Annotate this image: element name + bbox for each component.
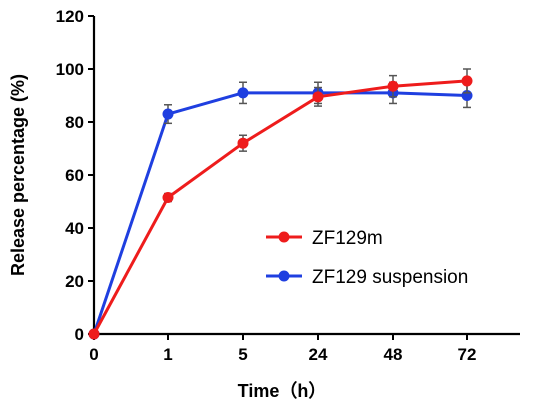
x-axis-ticks: 0 1 5 24 48 72 — [89, 334, 476, 364]
legend: ZF129m ZF129 suspension — [266, 228, 468, 288]
x-tick-label: 48 — [384, 345, 403, 364]
y-tick-label: 80 — [65, 113, 84, 132]
series-line — [92, 79, 468, 335]
y-axis-title: Release percentage (%) — [8, 74, 28, 276]
series-0 — [88, 68, 473, 340]
y-axis-ticks: 0 20 40 60 80 100 120 — [56, 7, 94, 344]
legend-marker — [278, 270, 290, 282]
y-tick-label: 120 — [56, 7, 84, 26]
y-tick-label: 60 — [65, 166, 84, 185]
data-point — [162, 108, 174, 120]
x-axis-title: Time（h） — [238, 381, 327, 401]
series-line — [92, 91, 468, 335]
data-point — [387, 80, 399, 92]
x-tick-label: 24 — [309, 345, 328, 364]
legend-label: ZF129m — [312, 228, 383, 249]
legend-label: ZF129 suspension — [312, 267, 468, 288]
data-point — [88, 328, 100, 340]
x-tick-label: 1 — [163, 345, 172, 364]
data-point — [312, 91, 324, 103]
y-tick-label: 20 — [65, 272, 84, 291]
data-point — [237, 87, 249, 99]
x-tick-label: 0 — [89, 345, 98, 364]
series-layer — [88, 68, 473, 340]
y-tick-label: 100 — [56, 60, 84, 79]
x-tick-label: 72 — [458, 345, 477, 364]
legend-marker — [278, 231, 290, 243]
data-point — [162, 192, 174, 204]
y-tick-label: 0 — [75, 325, 84, 344]
y-tick-label: 40 — [65, 219, 84, 238]
data-point — [461, 75, 473, 87]
data-point — [237, 137, 249, 149]
x-tick-label: 5 — [238, 345, 247, 364]
